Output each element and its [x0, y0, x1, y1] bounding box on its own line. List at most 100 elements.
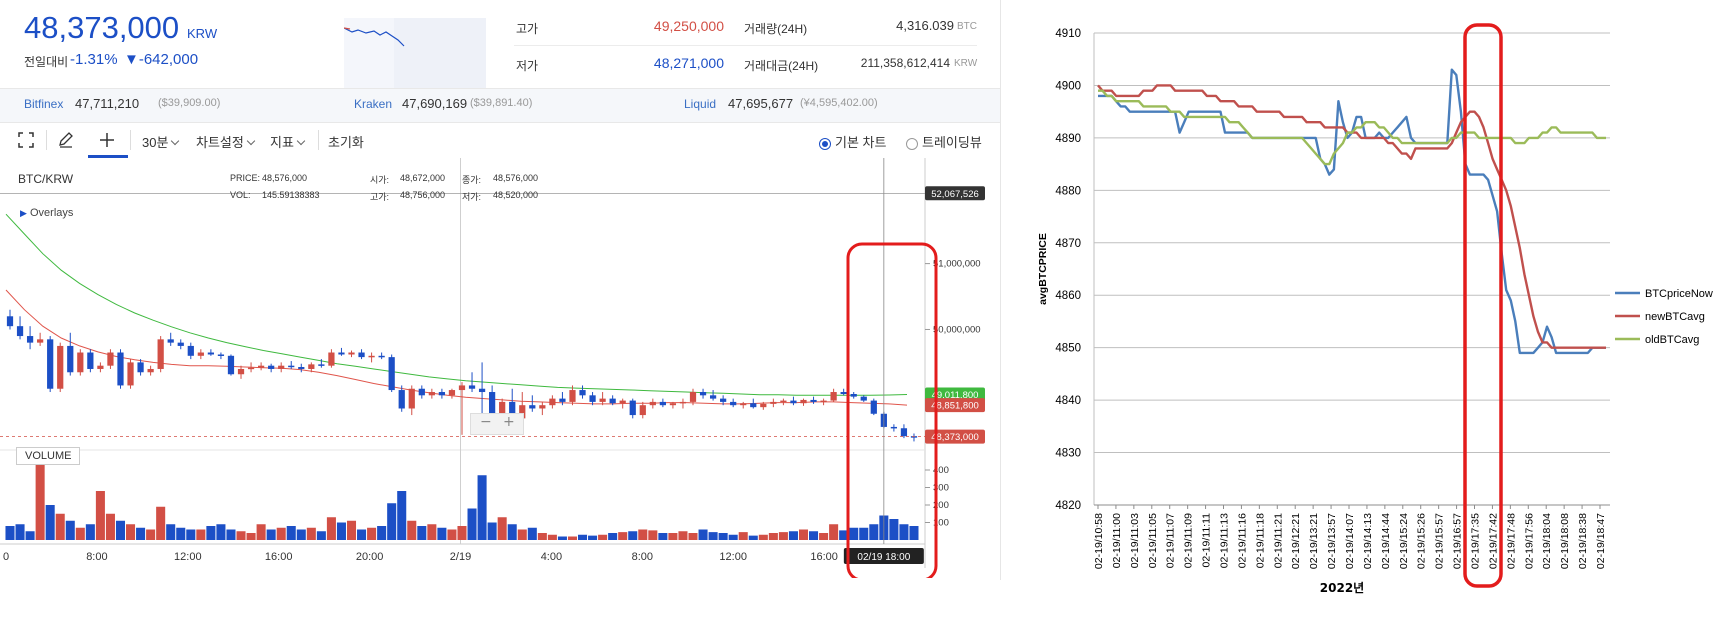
zoom-out-icon[interactable]: −	[480, 414, 492, 430]
candle-body	[278, 365, 285, 369]
x-tick-label: 02-19/10:58	[1093, 513, 1105, 569]
candle-body	[87, 352, 94, 369]
x-tick-label: 02-19/11:16	[1236, 513, 1248, 568]
volume-bar	[477, 475, 487, 540]
volume-bar	[658, 533, 668, 540]
x-tick-label: 02-19/11:00	[1111, 513, 1123, 568]
candle-body	[539, 405, 546, 409]
x-tick-label: 02-19/13:21	[1308, 513, 1320, 569]
chart-background	[0, 158, 1000, 578]
exchange-price-kraken: 47,690,169	[402, 96, 468, 111]
volume-bar	[65, 520, 75, 540]
candle-body	[699, 392, 707, 396]
exchange-price-bitfinex: 47,711,210	[75, 96, 140, 111]
x-tick-label: 02-19/14:44	[1380, 513, 1392, 569]
volume-bar	[15, 524, 25, 540]
candle-body	[730, 401, 737, 406]
candle-body	[709, 395, 717, 399]
candle-body	[217, 354, 225, 356]
time-tick-label: 4:00	[541, 551, 562, 563]
x-tick-label: 02-19/11:11	[1201, 513, 1213, 568]
volume-bar	[55, 513, 65, 540]
volume-bar	[266, 529, 276, 540]
exchange-bar	[0, 88, 1000, 123]
exchange-name-kraken[interactable]: Kraken	[354, 97, 393, 111]
volume-bar	[397, 491, 407, 540]
candle-body	[529, 405, 536, 409]
exchange-sub-bitfinex: ($39,909.00)	[158, 97, 221, 109]
toolbar-divider	[46, 130, 47, 150]
volume-bar	[889, 519, 899, 540]
candle-body	[227, 355, 235, 375]
crosshair-active-indicator	[88, 155, 128, 158]
x-tick-label: 02-19/18:47	[1595, 513, 1607, 569]
time-tick-label: 8:00	[86, 551, 107, 563]
candle-body	[870, 400, 877, 414]
candle-body	[167, 339, 174, 343]
ohlc-high: 48,756,000	[400, 190, 446, 200]
volume-bar	[25, 531, 35, 540]
x-tick-label: 02-19/17:42	[1487, 513, 1499, 569]
candle-body	[790, 400, 797, 404]
x-tick-label: 02-19/18:38	[1577, 513, 1589, 569]
current-price: 48,373,000	[24, 10, 180, 45]
volume-bar	[346, 520, 357, 540]
volume-bar	[798, 529, 809, 540]
exchange-name-liquid[interactable]: Liquid	[684, 97, 717, 111]
interval-label: 30분	[142, 135, 169, 150]
crosshair-time-label: 02/19 18:00	[857, 552, 910, 563]
x-tick-label: 02-19/11:03	[1129, 513, 1141, 568]
volume-bar	[126, 524, 136, 540]
chevron-down-icon	[246, 136, 256, 146]
volume-bar	[256, 524, 266, 540]
view-basic-radio[interactable]: 기본 차트	[819, 132, 886, 151]
volume-bar	[95, 491, 105, 540]
volume-bar	[698, 529, 708, 540]
x-tick-label: 02-19/11:05	[1147, 513, 1159, 568]
annotation-highlight-box	[1463, 23, 1503, 588]
candle-body	[860, 396, 867, 401]
change-amount: ▼-642,000	[124, 51, 199, 68]
price-tag-background	[925, 429, 985, 444]
x-tick-label: 02-19/15:26	[1416, 513, 1428, 569]
indicators-menu[interactable]: 지표	[270, 132, 306, 151]
volume-bar	[467, 508, 477, 540]
volume-bar	[296, 529, 306, 540]
volume-bar	[648, 530, 658, 540]
interval-select[interactable]: 30분	[142, 132, 180, 151]
zoom-in-icon[interactable]: +	[503, 414, 515, 430]
view-tradingview-radio[interactable]: 트레이딩뷰	[906, 132, 982, 151]
volume-bar	[547, 534, 557, 540]
candle-body	[499, 401, 506, 422]
candle-body	[579, 390, 586, 396]
volume-bar	[316, 531, 326, 540]
candle-body	[589, 395, 596, 402]
reset-button[interactable]: 초기화	[328, 135, 364, 150]
candle-body	[177, 342, 184, 346]
y-tick-label: 4820	[1055, 500, 1081, 512]
candle-body	[639, 405, 646, 416]
exchange-sub-liquid: (¥4,595,402.00)	[800, 97, 878, 109]
candle-body	[458, 385, 466, 391]
volume-tick-label: 300	[933, 483, 949, 494]
volume-bar	[628, 531, 638, 540]
crosshair-time-tag	[843, 548, 924, 564]
expand-icon[interactable]	[18, 132, 34, 148]
candle-body	[127, 362, 134, 386]
pencil-icon[interactable]	[57, 131, 75, 149]
volume-24h-value: 4,316.039	[896, 18, 954, 33]
zoom-controls: − +	[470, 413, 524, 435]
overlays-toggle[interactable]: ▶ Overlays	[20, 207, 73, 219]
sparkline-thumbnail[interactable]	[344, 18, 486, 88]
candlestick-chart[interactable]: 51,000,000 50,000,000 400 300 200 100 0 8:00 12:…	[0, 158, 1000, 578]
price-tag-background	[925, 387, 985, 402]
volume-bar	[778, 532, 788, 540]
high-label: 고가	[516, 22, 539, 36]
x-tick-label: 02-19/16:57	[1452, 513, 1464, 569]
chart-settings-menu[interactable]: 차트설정	[196, 132, 256, 151]
crosshair-icon[interactable]	[98, 131, 116, 149]
candle-body	[16, 326, 24, 337]
exchange-name-bitfinex[interactable]: Bitfinex	[24, 97, 64, 111]
x-axis-title: 2022년	[1320, 581, 1364, 595]
exchange-widget: 48,373,000 KRW 전일대비 -1.31% ▼-642,000 고가 …	[0, 0, 1001, 580]
